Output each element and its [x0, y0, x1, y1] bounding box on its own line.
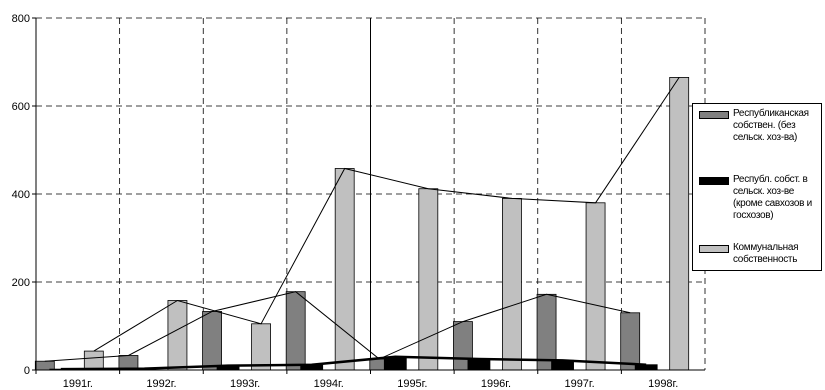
- trend-line-1: [93, 77, 680, 352]
- legend-swatch-agriculture: [699, 177, 729, 185]
- bar-2-3: [334, 168, 355, 371]
- y-tick-label-3: 600: [12, 101, 30, 113]
- legend-swatch-republican: [699, 111, 729, 119]
- y-tick-label-2: 400: [12, 189, 30, 201]
- legend-swatch-communal: [699, 245, 729, 253]
- x-axis-ticks: 1991г. 1992г. 1993г. 1994г. 1995г. 1996г. 1997…: [35, 370, 678, 390]
- bar-0-0: [34, 360, 55, 371]
- legend-label-agriculture: Республ. собст. в сельск. хоз-ве (кроме …: [733, 174, 812, 221]
- trend-line-0: [44, 291, 631, 362]
- chart-legend: Республиканская собствен. (без сельск. х…: [692, 103, 822, 271]
- x-tick-label-6: 1997г.: [564, 378, 594, 390]
- bar-0-7: [620, 312, 641, 371]
- x-tick-label-3: 1994г.: [314, 378, 344, 390]
- bar-2-0: [83, 350, 104, 371]
- bar-2-5: [502, 197, 522, 371]
- chart-trend-lines: [44, 77, 680, 371]
- x-tick-label-4: 1995г.: [397, 378, 427, 390]
- x-tick-label-2: 1993г.: [230, 378, 260, 390]
- y-axis-ticks: 0 200 400 600 800: [12, 13, 36, 377]
- chart-bars: [34, 77, 690, 371]
- bar-0-6: [536, 293, 557, 371]
- bar-2-6: [585, 202, 606, 371]
- y-tick-label-4: 800: [12, 13, 30, 25]
- y-tick-label-1: 200: [12, 277, 30, 289]
- bar-2-7: [669, 77, 690, 371]
- y-tick-label-0: 0: [24, 365, 30, 377]
- x-tick-label-5: 1996г.: [481, 378, 511, 390]
- x-tick-label-7: 1998г.: [648, 378, 678, 390]
- bar-2-4: [418, 188, 439, 371]
- bar-2-1: [167, 300, 188, 371]
- x-tick-label-1: 1992г.: [146, 378, 176, 390]
- x-tick-label-0: 1991г.: [63, 378, 93, 390]
- legend-label-republican: Республиканская собствен. (без сельск. х…: [733, 108, 809, 143]
- bar-1-5: [467, 358, 491, 371]
- legend-label-communal: Коммунальная собственность: [733, 242, 799, 265]
- bar-0-2: [202, 311, 222, 371]
- bar-0-3: [285, 291, 306, 371]
- trend-line-agriculture: [60, 355, 647, 371]
- bar-2-2: [251, 323, 271, 371]
